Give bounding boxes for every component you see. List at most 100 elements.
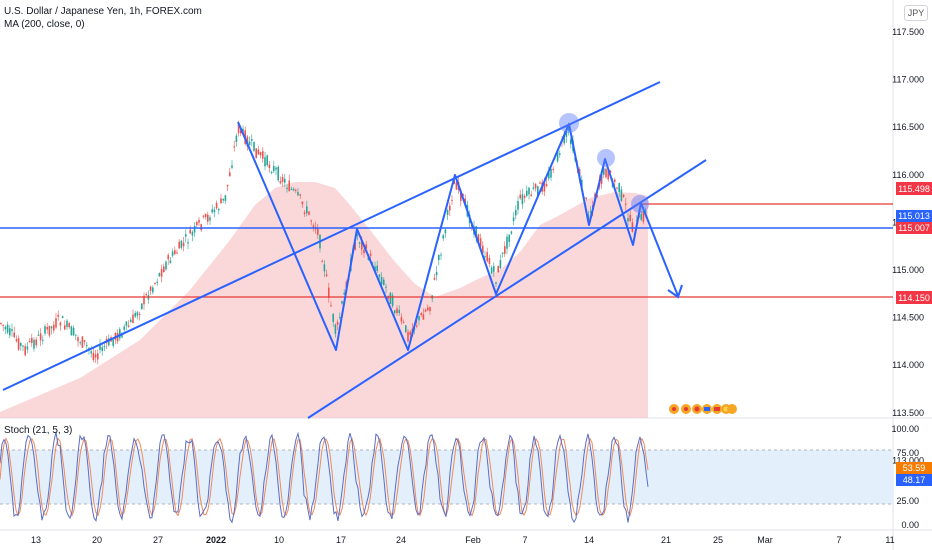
candle-body	[268, 164, 271, 169]
candle-body	[475, 226, 477, 238]
candle-body	[200, 224, 202, 231]
candle-body	[83, 340, 86, 342]
candle-body	[149, 286, 152, 291]
candle-body	[530, 194, 532, 197]
stoch-k-marker[interactable]	[896, 462, 932, 474]
peak-highlight[interactable]	[559, 113, 579, 133]
time-tick-label: 27	[153, 535, 163, 545]
price-marker-upper[interactable]	[896, 182, 932, 195]
currency-button[interactable]: JPY	[904, 5, 928, 21]
time-tick-label: 13	[31, 535, 41, 545]
candle-body	[2, 324, 4, 326]
lower-channel-trendline[interactable]	[307, 159, 707, 419]
candle-body	[394, 310, 396, 314]
candle-body	[398, 309, 400, 314]
time-tick-label: 7	[836, 535, 841, 545]
candle-body	[257, 149, 260, 155]
candle-body	[130, 319, 132, 323]
upper-channel-trendline[interactable]	[2, 81, 661, 391]
candle-body	[53, 324, 55, 331]
candle-body	[567, 125, 570, 131]
candle-body	[266, 155, 268, 166]
candle-body	[354, 242, 356, 250]
candle-body	[48, 325, 51, 336]
candle-body	[548, 172, 550, 179]
candle-body	[31, 337, 33, 343]
candle-body	[545, 184, 548, 186]
event-icons[interactable]	[669, 404, 737, 414]
time-tick-label: 2022	[206, 535, 226, 545]
candle-body	[427, 307, 429, 311]
candle-body	[198, 219, 200, 223]
candle-body	[424, 309, 427, 312]
candle-body	[501, 252, 504, 254]
candle-body	[420, 313, 422, 315]
candle-body	[517, 201, 519, 210]
event-flag-icon	[672, 407, 676, 411]
candle-body	[618, 183, 620, 192]
candle-body	[512, 217, 515, 221]
candle-body	[160, 269, 163, 277]
price-tick-label: 117.000	[892, 75, 924, 85]
candle-body	[376, 265, 378, 272]
candle-body	[374, 266, 376, 272]
candle-body	[299, 194, 301, 196]
candle-body	[365, 244, 367, 249]
candle-body	[220, 198, 222, 204]
event-flag-icon	[704, 407, 710, 411]
price-tick-label: 114.500	[892, 313, 924, 323]
candle-body	[46, 326, 48, 330]
candle-body	[341, 301, 343, 304]
stoch-d-marker[interactable]	[896, 474, 932, 486]
candle-body	[77, 337, 79, 342]
candle-body	[528, 187, 530, 195]
symbol-title[interactable]: U.S. Dollar / Japanese Yen, 1h, FOREX.co…	[4, 6, 202, 17]
candle-body	[589, 211, 592, 213]
candle-body	[321, 261, 323, 263]
candle-body	[609, 170, 612, 173]
candle-body	[409, 331, 411, 336]
peak-highlight[interactable]	[631, 195, 649, 213]
price-tick-label: 116.000	[892, 170, 924, 180]
candle-body	[442, 235, 444, 239]
candle-body	[358, 242, 361, 244]
candle-body	[99, 344, 101, 350]
candle-body	[556, 150, 559, 162]
candle-body	[235, 135, 238, 143]
candle-body	[488, 257, 491, 265]
candle-body	[233, 146, 235, 148]
event-flag-icon[interactable]	[727, 404, 737, 414]
candle-body	[224, 195, 227, 201]
stoch-tick-label: 75.00	[896, 448, 919, 458]
stoch-indicator-label[interactable]: Stoch (21, 5, 3)	[4, 425, 73, 436]
swing-path[interactable]	[237, 121, 679, 351]
candle-body	[35, 339, 37, 346]
candle-body	[158, 272, 161, 277]
price-marker-mid-a[interactable]	[896, 210, 932, 222]
candle-body	[631, 222, 634, 232]
candle-body	[44, 326, 46, 334]
candle-body	[193, 226, 196, 233]
candle-body	[334, 324, 337, 334]
down-arrow-icon	[667, 284, 683, 299]
chart-title-block: U.S. Dollar / Japanese Yen, 1h, FOREX.co…	[4, 5, 202, 32]
candle-body	[262, 151, 264, 159]
event-flag-icon	[684, 407, 688, 411]
candle-body	[519, 194, 521, 199]
price-marker-mid-b[interactable]	[896, 222, 932, 234]
candle-body	[75, 334, 77, 336]
ma-area	[0, 182, 648, 418]
candle-body	[306, 206, 308, 214]
price-marker-lower[interactable]	[896, 291, 932, 304]
candle-body	[455, 182, 458, 190]
candle-body	[136, 312, 139, 316]
candle-body	[108, 338, 110, 346]
ma-indicator-label[interactable]: MA (200, close, 0)	[4, 19, 85, 30]
candle-body	[11, 329, 13, 331]
candle-body	[176, 252, 178, 254]
candle-body	[625, 203, 627, 205]
candle-body	[550, 168, 552, 178]
peak-highlight[interactable]	[597, 149, 615, 167]
candle-body	[453, 180, 455, 185]
